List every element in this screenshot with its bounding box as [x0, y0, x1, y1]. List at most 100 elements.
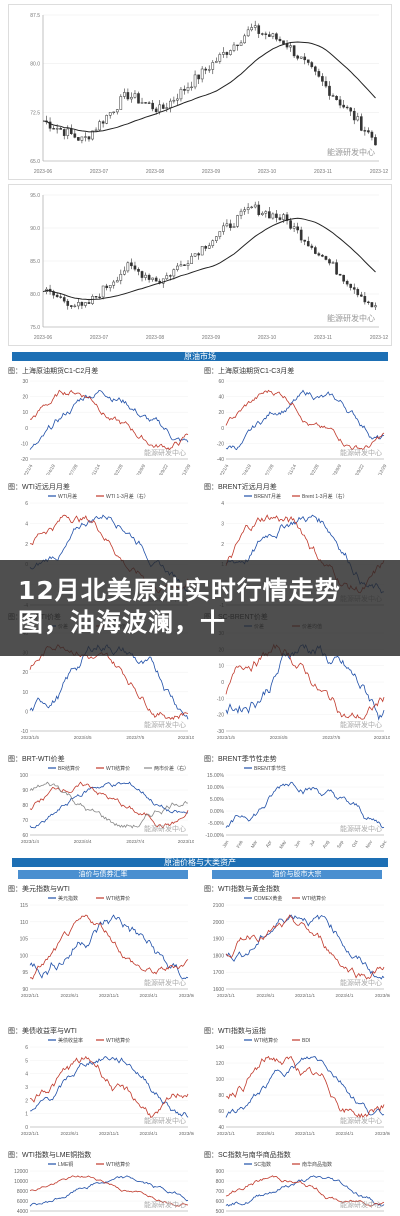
- candle-body: [59, 128, 62, 130]
- candle-body: [140, 271, 144, 278]
- candle-body: [306, 241, 310, 247]
- candle-body: [126, 262, 130, 272]
- x-tick-label: Dec: [379, 839, 388, 849]
- candle-body: [147, 274, 151, 280]
- y-tick-label: 80: [218, 1093, 224, 1099]
- candlestick-chart-1: 87.5 80.0 72.5 65.0 2023-06 2023-07 2023-08 202…: [8, 4, 392, 180]
- headline-text: 12月北美原油实时行情走势图，油海波澜，十: [18, 576, 341, 637]
- y-tick-label: 10.00%: [207, 785, 225, 791]
- candle-body: [236, 44, 239, 47]
- x-tick-label: 2023/1/5: [217, 735, 235, 740]
- candle-body: [62, 129, 66, 136]
- x-tick-label: 2023-12: [370, 335, 389, 341]
- candle-body: [207, 245, 211, 249]
- series-line: [225, 389, 385, 451]
- candle-body: [204, 246, 208, 249]
- y-tick-label: 10: [22, 410, 28, 416]
- candle-body: [363, 296, 367, 303]
- y-tick-label: 4000: [17, 1209, 28, 1215]
- candle-body: [200, 68, 204, 80]
- legend-label: WTI结算价: [302, 895, 326, 902]
- candle-body: [331, 262, 335, 264]
- candle-body: [232, 226, 236, 228]
- y-tick-label: 2: [25, 542, 28, 548]
- candle-body: [80, 136, 84, 141]
- y-tick-label: 0: [25, 1125, 28, 1131]
- candle-body: [257, 25, 261, 34]
- y-tick-label: 75.0: [30, 325, 40, 331]
- section-band-crude-market: 原油市场: [12, 352, 388, 361]
- y-tick-label: 20: [22, 670, 28, 676]
- candle-body: [328, 259, 331, 264]
- x-tick-label: 2023/10/5: [374, 735, 390, 740]
- candle-body: [296, 226, 299, 231]
- candle-body: [317, 253, 321, 256]
- chart-title: 图：美债收益率与WTI: [8, 1028, 77, 1035]
- candle-body: [91, 296, 94, 304]
- series-line: [225, 914, 385, 980]
- x-tick-label: 2022/6/1: [257, 993, 275, 998]
- candle-body: [158, 104, 162, 112]
- x-tick-label: Jul: [308, 840, 315, 848]
- y-tick-label: -10: [21, 441, 28, 447]
- candle-body: [179, 264, 183, 267]
- candlestick-chart-2: 95.0 90.0 85.0 80.0 75.0 2023-06 2023-07 2023-0…: [8, 184, 392, 346]
- y-tick-label: 87.5: [30, 13, 40, 19]
- candle-body: [338, 273, 342, 276]
- watermark-text: 能源研发中心: [340, 1200, 382, 1209]
- x-tick-label: Aug: [322, 839, 331, 849]
- x-tick-label: 2023/10/5: [178, 735, 194, 740]
- x-tick-label: 2022/7/28: [260, 463, 275, 475]
- candle-body: [52, 128, 55, 130]
- chart-panel-14: 图：SC指数与南华商品指数 SC指数 南华商品指数 900 800 700 600 500 能源…: [204, 1150, 390, 1216]
- series-line: [225, 1175, 385, 1207]
- candle-body: [253, 204, 257, 208]
- y-tick-label: 0: [25, 709, 28, 715]
- y-tick-label: 12000: [14, 1169, 28, 1175]
- chart-title: 图：SC指数与南华商品指数: [204, 1152, 291, 1159]
- candle-body: [94, 296, 98, 298]
- y-tick-label: 4: [221, 501, 224, 507]
- y-tick-label: 4: [25, 1072, 28, 1078]
- legend-label: WTI结算价: [106, 895, 130, 902]
- candle-body: [342, 104, 345, 108]
- candle-body: [133, 93, 137, 98]
- legend-label: SC指数: [254, 1161, 271, 1168]
- moving-average-line: [42, 217, 376, 301]
- legend-label: Brent 1-3月差（右）: [302, 493, 348, 500]
- y-tick-label: 30: [22, 379, 28, 385]
- y-tick-label: 8000: [17, 1189, 28, 1195]
- x-tick-label: 2022/1/4: [20, 463, 33, 475]
- candle-body: [123, 92, 126, 97]
- x-tick-label: 2023-11: [314, 169, 332, 175]
- y-tick-label: 100: [20, 773, 29, 779]
- y-tick-label: 10: [22, 690, 28, 696]
- y-tick-label: 900: [216, 1169, 225, 1175]
- x-tick-label: 2022/6/1: [257, 1131, 275, 1136]
- series-line: [225, 781, 385, 829]
- x-tick-label: 2023/4/5: [270, 735, 288, 740]
- chart-title: 图：美元指数与WTI: [8, 886, 70, 893]
- candle-body: [356, 289, 360, 296]
- chart-panel-8: 图：BRENT季节性走势 BRENT季节性 15.00% 10.00% 5.00% 0.0…: [204, 754, 390, 852]
- candle-body: [345, 106, 349, 109]
- candle-body: [211, 240, 215, 246]
- candle-body: [367, 130, 370, 133]
- candle-body: [275, 213, 278, 218]
- candle-body: [112, 281, 116, 286]
- chart-panel-7: 图：BRT-WTI价差 BR结算价 WTI结算价 两市价差（右） 100 90 80 70 60…: [8, 754, 194, 852]
- series-line: [29, 781, 189, 829]
- legend-label: COMEX黄金: [254, 895, 282, 902]
- candle-body: [214, 61, 218, 63]
- x-tick-label: 2023/7/5: [322, 735, 340, 740]
- candle-body: [73, 305, 77, 307]
- legend-label: WTI月差: [58, 493, 77, 500]
- watermark-text: 能源研发中心: [340, 720, 382, 729]
- y-tick-label: 90: [22, 788, 28, 794]
- candle-body: [179, 88, 183, 100]
- candle-body: [271, 213, 275, 219]
- candle-body: [236, 215, 239, 227]
- candle-body: [268, 34, 271, 37]
- candle-body: [317, 71, 321, 77]
- candle-body: [55, 294, 59, 297]
